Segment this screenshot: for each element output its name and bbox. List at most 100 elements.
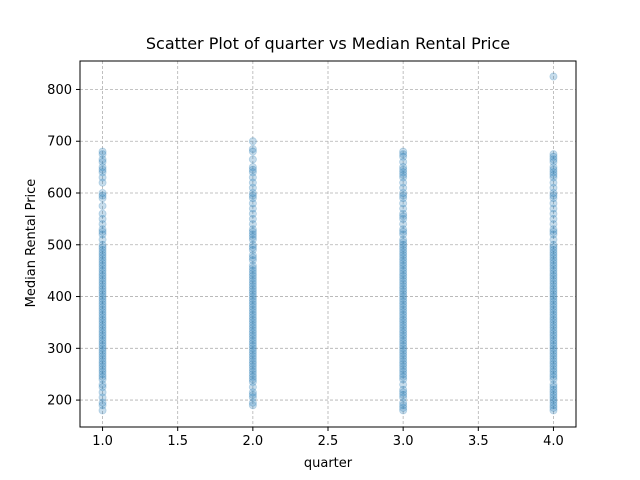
scatter-point (248, 326, 257, 335)
scatter-point (549, 150, 558, 159)
scatter-point (248, 189, 257, 198)
y-tick-label: 600 (47, 187, 72, 202)
scatter-point (248, 328, 257, 337)
scatter-point (98, 245, 107, 254)
scatter-point (399, 367, 408, 376)
scatter-point (248, 147, 257, 156)
scatter-point (549, 292, 558, 301)
scatter-point (248, 377, 257, 386)
scatter-point (98, 328, 107, 337)
scatter-point (549, 245, 558, 254)
x-tick-label: 3.0 (393, 434, 414, 449)
scatter-point (98, 313, 107, 322)
scatter-point (98, 339, 107, 348)
scatter-point (399, 352, 408, 361)
scatter-point (248, 323, 257, 332)
scatter-point (98, 367, 107, 376)
scatter-point (98, 362, 107, 371)
scatter-point (549, 372, 558, 381)
scatter-point (248, 279, 257, 288)
y-tick-label: 200 (47, 394, 72, 409)
chart-title: Scatter Plot of quarter vs Median Rental… (146, 34, 510, 53)
scatter-point (248, 271, 257, 280)
scatter-point (98, 388, 107, 397)
x-tick-label: 4.0 (543, 434, 564, 449)
scatter-point (399, 173, 408, 182)
scatter-point (399, 157, 408, 166)
scatter-point (399, 204, 408, 213)
scatter-point (248, 235, 257, 244)
scatter-point (549, 178, 558, 187)
scatter-point (98, 173, 107, 182)
scatter-point (98, 258, 107, 267)
scatter-point (549, 258, 558, 267)
scatter-point (399, 230, 408, 239)
scatter-point (98, 300, 107, 309)
scatter-point (248, 331, 257, 340)
scatter-point (399, 388, 408, 397)
scatter-point (248, 204, 257, 213)
scatter-point (549, 310, 558, 319)
scatter-point (549, 230, 558, 239)
scatter-point (248, 230, 257, 239)
scatter-point (399, 346, 408, 355)
scatter-point (399, 393, 408, 402)
scatter-point (549, 349, 558, 358)
scatter-point (399, 315, 408, 324)
scatter-point (248, 292, 257, 301)
scatter-point (399, 292, 408, 301)
scatter-point (399, 321, 408, 330)
scatter-point (399, 328, 408, 337)
scatter-point (98, 336, 107, 345)
scatter-point (549, 321, 558, 330)
scatter-point (248, 344, 257, 353)
grid-layer (80, 61, 576, 427)
scatter-point (98, 323, 107, 332)
scatter-point (399, 403, 408, 412)
scatter-point (399, 240, 408, 249)
scatter-point (98, 227, 107, 236)
scatter-point (549, 385, 558, 394)
scatter-point (98, 359, 107, 368)
scatter-point (549, 253, 558, 262)
scatter-point (399, 323, 408, 332)
scatter-point (98, 372, 107, 381)
scatter-point (549, 326, 558, 335)
scatter-point (549, 189, 558, 198)
scatter-point (399, 256, 408, 265)
scatter-point (248, 253, 257, 262)
scatter-point (98, 333, 107, 342)
scatter-point (549, 155, 558, 164)
scatter-point (399, 238, 408, 247)
scatter-point (248, 199, 257, 208)
scatter-point (248, 261, 257, 270)
scatter-point (98, 178, 107, 187)
x-tick-label: 3.5 (468, 434, 489, 449)
scatter-point (549, 323, 558, 332)
scatter-point (399, 235, 408, 244)
scatter-point (399, 308, 408, 317)
scatter-point (248, 287, 257, 296)
scatter-point (399, 225, 408, 234)
scatter-point (399, 302, 408, 311)
scatter-point (248, 227, 257, 236)
scatter-point (399, 336, 408, 345)
scatter-point (549, 194, 558, 203)
y-tick-label: 800 (47, 83, 72, 98)
scatter-point (248, 214, 257, 223)
scatter-point (248, 398, 257, 407)
scatter-point (549, 302, 558, 311)
scatter-point (549, 367, 558, 376)
scatter-point (248, 359, 257, 368)
scatter-point (549, 152, 558, 161)
x-axis-label: quarter (304, 456, 353, 471)
scatter-point (399, 199, 408, 208)
scatter-point (98, 282, 107, 291)
scatter-point (549, 191, 558, 200)
scatter-point (399, 349, 408, 358)
scatter-point (549, 274, 558, 283)
scatter-point (549, 406, 558, 415)
scatter-point (399, 344, 408, 353)
scatter-point (549, 315, 558, 324)
scatter-point (248, 168, 257, 177)
